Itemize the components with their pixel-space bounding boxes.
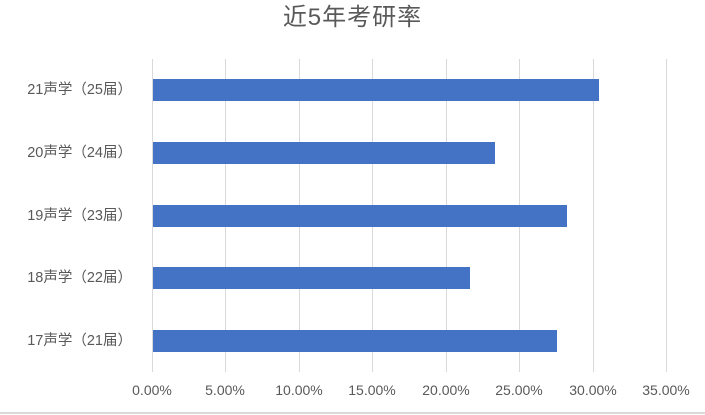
x-tick-label-0pct: 0.00% bbox=[132, 382, 172, 398]
x-tick-label-15pct: 15.00% bbox=[348, 382, 396, 398]
x-tick-label-5pct: 5.00% bbox=[205, 382, 245, 398]
x-tick-label-20pct: 20.00% bbox=[422, 382, 470, 398]
category-label-4: 18声学（22届） bbox=[27, 270, 132, 286]
bar-1 bbox=[153, 79, 599, 101]
x-tick-label-25pct: 25.00% bbox=[495, 382, 543, 398]
plot-area bbox=[152, 59, 667, 372]
category-label-5: 17声学（21届） bbox=[27, 333, 132, 349]
category-label-3: 19声学（23届） bbox=[27, 208, 132, 224]
gridline-30pct bbox=[593, 59, 594, 372]
x-tick-label-35pct: 35.00% bbox=[642, 382, 690, 398]
bar-4 bbox=[153, 267, 470, 289]
category-label-2: 20声学（24届） bbox=[27, 145, 132, 161]
gridline-35pct bbox=[666, 59, 667, 372]
chart-title: 近5年考研率 bbox=[282, 4, 423, 31]
bar-5 bbox=[153, 330, 557, 352]
chart-bottom-border bbox=[0, 412, 705, 414]
category-label-1: 21声学（25届） bbox=[27, 82, 132, 98]
x-tick-label-30pct: 30.00% bbox=[569, 382, 617, 398]
bar-2 bbox=[153, 142, 495, 164]
bar-3 bbox=[153, 205, 567, 227]
gridline-0pct bbox=[152, 59, 153, 372]
x-tick-label-10pct: 10.00% bbox=[275, 382, 323, 398]
